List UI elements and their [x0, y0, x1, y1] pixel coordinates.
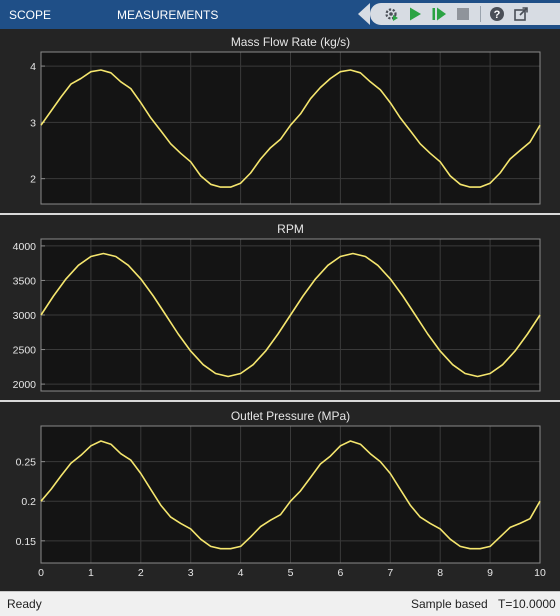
plot-frame: [40, 51, 541, 205]
y-tick-label: 2000: [13, 379, 37, 391]
y-tick-label: 4: [30, 61, 36, 73]
plot-3: 0.15 0.2 0.25 0 1 2 3 4 5 6 7 8 9 10 Outlet Pressure (…: [16, 409, 546, 579]
scope-display: 2 3 4 Mass Flow Rate (kg/s) 2000 2500 3000 3500…: [0, 29, 560, 591]
status-bar: Ready Sample based T=10.0000: [0, 591, 560, 616]
x-tick-label: 5: [288, 567, 294, 579]
toolbar-separator: [480, 6, 481, 22]
x-tick-label: 6: [337, 567, 343, 579]
step-forward-icon[interactable]: [430, 5, 448, 23]
status-ready: Ready: [7, 597, 42, 611]
y-tick-label: 2: [30, 174, 36, 186]
plot-1: 2 3 4 Mass Flow Rate (kg/s): [30, 35, 541, 205]
help-icon[interactable]: ?: [488, 5, 506, 23]
y-tick-label: 2500: [13, 345, 37, 357]
quick-access-toolbar: ?: [358, 3, 560, 25]
x-tick-label: 9: [487, 567, 493, 579]
undock-icon[interactable]: [512, 5, 530, 23]
signal-line: [40, 440, 541, 550]
y-tick-label: 3000: [13, 310, 37, 322]
y-tick-label: 0.25: [16, 457, 37, 469]
plot-frame: [40, 425, 541, 564]
x-tick-label: 7: [387, 567, 393, 579]
settings-run-icon[interactable]: [382, 5, 400, 23]
panel-separator-2: [0, 400, 560, 402]
x-tick-label: 1: [88, 567, 94, 579]
x-tick-label: 0: [38, 567, 44, 579]
plot-title: RPM: [277, 222, 304, 236]
status-sample-mode: Sample based: [411, 597, 488, 611]
tab-scope[interactable]: SCOPE: [9, 8, 52, 22]
x-tick-label: 4: [238, 567, 244, 579]
panel-separator-1: [0, 213, 560, 215]
signal-line: [40, 252, 541, 378]
help-glyph: ?: [494, 9, 501, 21]
signal-line: [40, 69, 541, 188]
x-tick-label: 3: [188, 567, 194, 579]
tab-measurements[interactable]: MEASUREMENTS: [117, 8, 219, 22]
x-tick-label: 2: [138, 567, 144, 579]
x-tick-label: 8: [437, 567, 443, 579]
y-tick-label: 3500: [13, 275, 37, 287]
x-tick-label: 10: [534, 567, 546, 579]
plot-title: Mass Flow Rate (kg/s): [231, 35, 350, 49]
y-tick-label: 0.15: [16, 536, 37, 548]
stop-icon[interactable]: [454, 5, 472, 23]
run-play-icon[interactable]: [406, 5, 424, 23]
toolstrip: SCOPE MEASUREMENTS: [0, 0, 560, 29]
y-tick-label: 0.2: [21, 496, 36, 508]
y-tick-label: 3: [30, 117, 36, 129]
plot-title: Outlet Pressure (MPa): [231, 409, 350, 423]
plot-2: 2000 2500 3000 3500 4000 RPM: [13, 222, 541, 392]
y-tick-label: 4000: [13, 241, 37, 253]
status-sim-time: T=10.0000: [498, 597, 556, 611]
